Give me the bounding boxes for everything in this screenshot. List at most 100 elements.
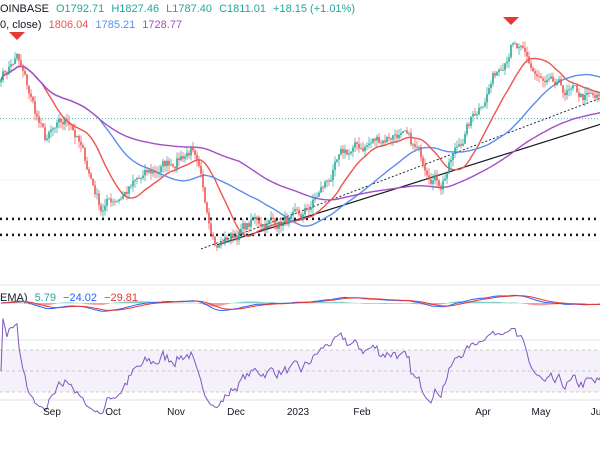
candle-body [182,156,184,159]
candle-body [76,136,78,138]
candle-body [330,180,332,182]
macd-hist-bar [454,301,456,304]
macd-hist-bar [48,303,50,306]
macd-hist-bar [28,303,30,305]
candle [120,196,122,201]
candle-body [404,130,406,132]
candle-body [192,147,194,151]
symbol-label[interactable]: OINBASE [0,3,49,15]
candle-body [338,154,340,160]
candle [476,111,478,120]
ma-legend-prefix[interactable]: 0, close) [0,19,42,31]
candle-body [64,119,66,125]
candle [550,72,552,79]
ma-fast-value: 1806.04 [48,19,89,31]
macd-hist-bar [376,303,378,304]
candle [284,210,286,227]
candle-body [130,186,132,188]
candle [484,97,486,108]
candle [80,135,82,152]
candle [222,238,224,245]
candle [136,176,138,185]
macd-hist-bar [528,303,530,305]
candle-body [116,201,118,203]
candle [522,41,524,49]
candle [424,158,426,177]
candle-body [332,169,334,181]
candle-body [188,152,190,156]
candle [186,147,188,161]
candle [322,185,324,192]
candle [542,75,544,88]
candle-body [342,148,344,154]
candle [14,52,16,65]
candle [158,165,160,178]
candle-body [280,221,282,226]
macd-hist-bar [278,302,280,304]
candle [192,141,194,153]
candle [36,109,38,121]
candle-body [484,102,486,107]
candle-body [586,92,588,95]
candle [182,152,184,162]
candle [232,229,234,244]
macd-hist-bar [578,303,580,304]
candle [144,163,146,182]
macd-hist-bar [312,302,314,304]
candle-body [532,68,534,72]
macd-hist-bar [436,303,438,305]
candle [150,163,152,180]
candle-body [362,148,364,152]
candle-body [42,123,44,128]
macd-hist-bar [236,302,238,304]
candle [300,212,302,221]
candle [172,162,174,168]
macd-hist-bar [26,303,28,304]
candle-body [516,43,518,49]
candle-body [422,157,424,165]
candle-body [152,171,154,174]
candle-body [396,134,398,139]
ma-fast-line [0,57,600,237]
close-value: C1811.01 [219,3,266,15]
macd-hist-bar [380,303,382,304]
candle-body [492,73,494,84]
macd-hist-bar [70,302,72,304]
candle-body [202,173,204,188]
candle-body [132,180,134,187]
candle-body [588,92,590,94]
candle [384,134,386,146]
candle [416,140,418,150]
candle [124,191,126,196]
macd-hist-bar [448,302,450,304]
candle [30,89,32,103]
macd-hist-bar [130,301,132,304]
candle-body [180,156,182,161]
macd-hist-bar [40,303,42,306]
candle-body [118,199,120,202]
candle-body [110,198,112,203]
candle-body [400,132,402,136]
candle-body [316,196,318,198]
candle [502,63,504,72]
candle-body [290,215,292,219]
candle [494,70,496,79]
candle [580,92,582,98]
candle [432,173,434,191]
macd-hist-bar [332,302,334,304]
candle-body [306,208,308,209]
candle [374,137,376,147]
candle-body [214,236,216,246]
candle [430,172,432,186]
candle [314,192,316,203]
macd-hist-bar [398,303,400,304]
candle [246,222,248,231]
candle [148,167,150,175]
candle [306,204,308,212]
candle-body [596,94,598,98]
macd-hist-bar [222,303,224,306]
candle [214,236,216,247]
macd-hist-bar [502,302,504,304]
candle [564,88,566,101]
